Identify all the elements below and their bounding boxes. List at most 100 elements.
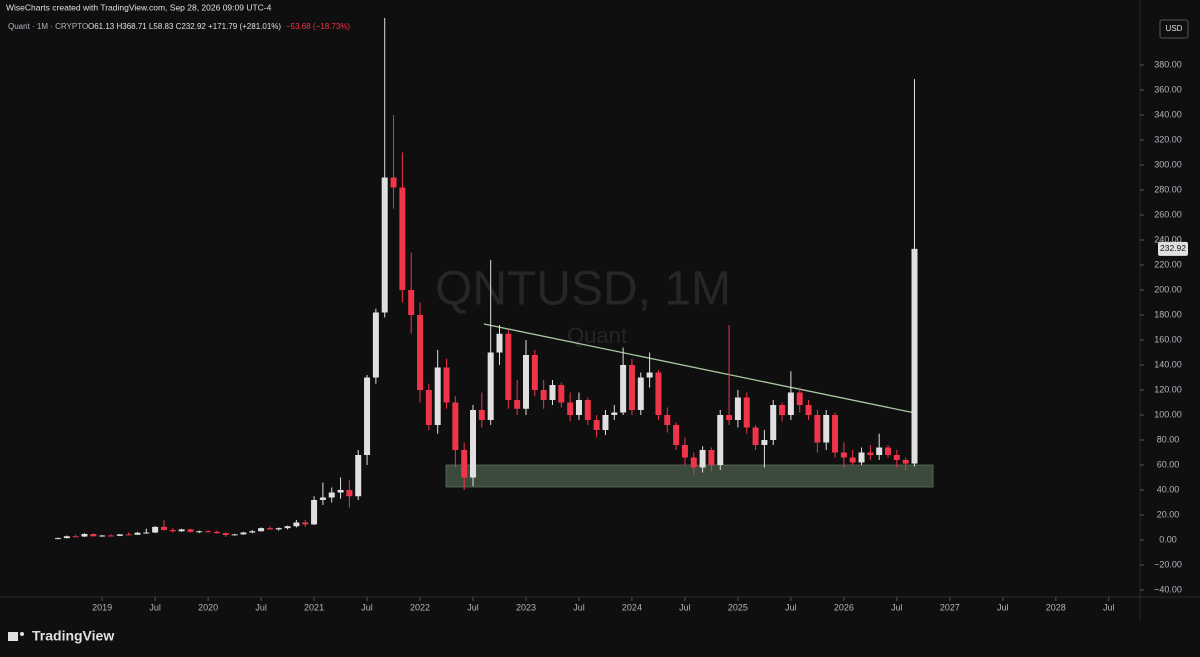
candle-body [584,400,591,420]
y-tick-label: 260.00 [1154,209,1182,219]
y-tick-label: 60.00 [1157,459,1180,469]
candle-body [770,405,777,440]
candle-body [125,534,132,536]
x-tick-label: Jul [361,602,373,612]
candle-body [461,450,468,478]
y-tick-label: 300.00 [1154,159,1182,169]
watermark-sub: Quant [567,323,627,348]
logo-dot [20,632,24,636]
candle-body [107,535,114,537]
candle-body [743,397,750,428]
x-tick-label: Jul [467,602,479,612]
y-tick-label: −40.00 [1154,584,1182,594]
trend-line [483,323,916,414]
candle-body [876,447,883,455]
candle-body [761,440,768,445]
candle-body [593,420,600,430]
y-tick-label: 160.00 [1154,334,1182,344]
candle-body [514,400,521,409]
y-tick-label: 0.00 [1159,534,1177,544]
candle-body [708,450,715,465]
candles [55,18,918,540]
y-tick-label: 140.00 [1154,359,1182,369]
candle-body [231,534,238,536]
x-tick-label: 2026 [834,602,854,612]
candle-body [796,392,803,405]
candle-body [452,402,459,450]
candle-body [893,455,900,460]
candle-body [90,534,97,537]
candle-body [840,452,847,458]
x-tick-label: Jul [149,602,161,612]
currency-box[interactable] [1159,19,1189,39]
candle-body [902,460,909,464]
y-tick-label: 120.00 [1154,384,1182,394]
watermark: QNTUSD, 1M [435,263,731,316]
candle-body [522,355,529,409]
candle-body [470,410,477,478]
x-tick-label: 2028 [1046,602,1066,612]
x-tick-label: 2021 [304,602,324,612]
x-tick-label: Jul [679,602,691,612]
candle-body [143,532,150,534]
candle-body [664,415,671,425]
candle-body [81,534,88,537]
candle-body [673,425,680,445]
candle-body [779,405,786,415]
y-tick-label: 280.00 [1154,184,1182,194]
candle-body [328,492,335,498]
candle-body [823,415,830,443]
brand: TradingView [32,628,114,644]
candle-body [381,177,388,313]
x-tick-label: 2025 [728,602,748,612]
x-tick-label: Jul [997,602,1009,612]
candle-body [116,534,123,536]
candle-body [885,447,892,455]
candle-body [540,390,547,400]
y-tick-label: 100.00 [1154,409,1182,419]
candle-body [628,365,635,410]
candle-body [814,415,821,443]
candle-body [213,531,220,534]
x-tick-label: Jul [255,602,267,612]
legend-ohlc: O61.13 H368.71 L58.83 C232.92 +171.79 (+… [88,22,281,31]
candle-body [425,390,432,425]
x-tick-label: 2020 [198,602,218,612]
x-tick-label: 2024 [622,602,642,612]
candle-body [655,372,662,415]
candle-body [575,400,582,415]
candle-body [496,333,503,353]
candle-body [222,533,229,535]
candle-body [752,427,759,445]
y-tick-label: 180.00 [1154,309,1182,319]
x-tick-label: Jul [785,602,797,612]
candle-body [408,290,415,315]
candle-body [417,315,424,390]
candle-body [293,522,300,527]
candle-body [196,531,203,533]
x-tick-label: 2023 [516,602,536,612]
candle-body [337,490,344,493]
candle-body [249,531,256,533]
candle-body [364,377,371,455]
candle-body [849,457,856,463]
candle-body [681,445,688,458]
y-tick-label: −20.00 [1154,559,1182,569]
x-tick-label: Jul [891,602,903,612]
candle-body [832,415,839,453]
last-price-label: 232.92 [1160,243,1186,253]
x-tick-label: 2022 [410,602,430,612]
candle-body [787,392,794,415]
candle-body [858,452,865,463]
y-tick-label: 380.00 [1154,59,1182,69]
candle-body [134,532,141,535]
candle-body [478,410,485,420]
candle-body [160,526,167,530]
candle-body [372,312,379,378]
currency[interactable]: USD [1166,24,1183,33]
candle-body [169,530,176,532]
support-zone [445,464,934,488]
candle-body [63,536,70,539]
